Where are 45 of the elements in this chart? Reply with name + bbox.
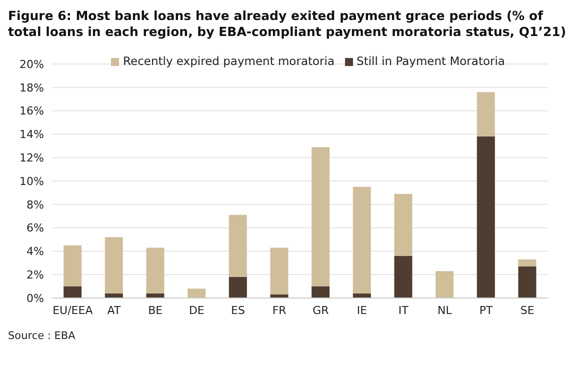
y-tick-label: 16% [20,104,44,118]
bar [436,271,454,298]
bar [518,266,536,298]
bar [312,147,330,286]
y-tick-label: 20% [20,58,44,71]
y-tick-label: 6% [26,222,44,235]
bar [352,186,371,294]
x-tick-label: SE [520,304,534,317]
y-tick-label: 8% [26,198,44,212]
bar [228,276,247,298]
x-tick-label: IT [398,304,409,317]
x-tick-label: DE [188,304,204,317]
bar [64,245,82,286]
y-tick-label: 12% [20,152,44,165]
y-tick-label: 14% [20,128,44,142]
x-tick-label: FR [272,304,287,317]
bar [146,248,164,294]
source-note: Source : EBA [8,330,76,342]
bar [228,214,247,277]
legend-label: Recently expired payment moratoria [123,54,335,68]
bar [394,194,412,256]
y-tick-label: 4% [26,245,44,258]
bar [394,256,412,298]
y-tick-label: 10% [20,174,44,188]
y-tick-label: 18% [20,81,44,94]
x-tick-label: GR [312,304,330,317]
bar [476,136,495,298]
x-tick-label: AT [107,304,121,317]
bar [270,248,288,294]
x-tick-label: NL [437,304,453,317]
bar [476,92,495,137]
bar [312,286,330,298]
bar [518,259,536,266]
legend-label: Still in Payment Moratoria [356,54,505,68]
bar [104,237,123,294]
x-tick-label: EU/EEA [52,304,94,317]
bar [188,288,206,298]
x-tick-label: PT [479,304,493,317]
x-tick-label: BE [148,304,163,317]
x-tick-label: IE [356,304,368,317]
chart-title: Figure 6: Most bank loans have already exited payment grace periods (% of total loans in each region, by EBA-compliant payment moratoria status, Q1’21) [8,8,568,40]
y-tick-label: 0% [26,292,44,305]
y-tick-label: 2% [26,268,44,282]
bar [64,286,82,298]
x-tick-label: ES [231,304,245,317]
